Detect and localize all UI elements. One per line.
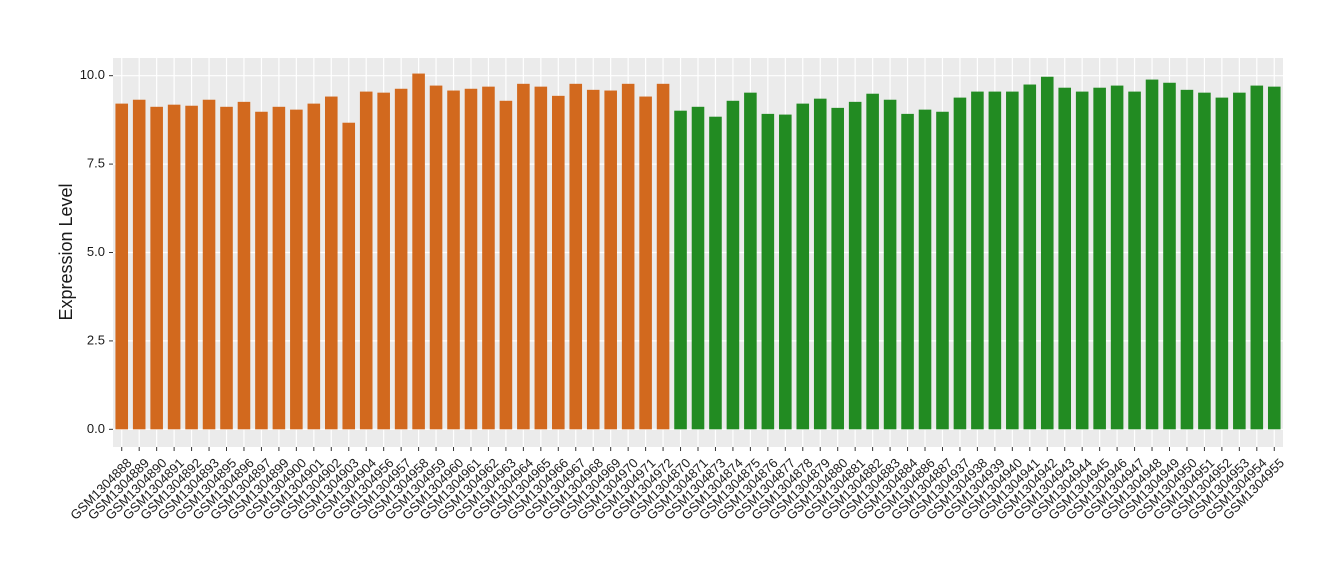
bar	[726, 100, 740, 430]
bar	[237, 101, 251, 430]
bar	[377, 92, 390, 430]
bar	[1198, 92, 1211, 430]
bar	[621, 83, 635, 430]
bar	[1233, 92, 1246, 430]
bar	[464, 88, 478, 430]
bar	[429, 85, 443, 430]
y-tick-label: 7.5	[87, 156, 105, 171]
bar	[150, 106, 163, 430]
bar	[761, 113, 775, 430]
bar	[1128, 91, 1141, 430]
bar	[342, 122, 356, 430]
bar	[1058, 87, 1072, 430]
bar	[552, 95, 565, 430]
bar	[831, 107, 844, 430]
y-axis-title: Expression Level	[56, 183, 76, 320]
bar	[499, 100, 513, 430]
bar	[132, 99, 146, 430]
bar	[709, 116, 722, 430]
bar	[1250, 85, 1264, 430]
bar	[604, 90, 617, 430]
bar	[534, 86, 548, 430]
bar	[1006, 91, 1019, 430]
y-tick-label: 2.5	[87, 332, 105, 347]
bar	[307, 103, 321, 430]
bar	[1023, 84, 1037, 430]
bar	[1093, 87, 1106, 430]
bar	[1267, 86, 1281, 430]
y-tick-label: 5.0	[87, 244, 105, 259]
bar	[1180, 89, 1194, 430]
bar	[1075, 91, 1089, 430]
bar	[1145, 79, 1159, 430]
bar	[324, 96, 338, 430]
bar	[971, 91, 984, 430]
bar	[866, 93, 879, 430]
bar	[115, 103, 129, 430]
bar	[744, 92, 757, 430]
bar	[779, 114, 792, 430]
bar	[359, 91, 373, 430]
bar	[1215, 97, 1229, 430]
bar	[901, 113, 914, 430]
bar	[988, 91, 1002, 430]
bar	[1040, 76, 1054, 430]
bar	[167, 104, 181, 430]
bar	[569, 83, 583, 430]
bar	[796, 103, 810, 430]
y-tick-label: 0.0	[87, 421, 105, 436]
bar	[394, 88, 408, 430]
bar	[656, 83, 670, 430]
bar	[290, 109, 303, 430]
bar	[848, 101, 862, 430]
bar	[639, 96, 652, 430]
bar	[918, 109, 932, 430]
bar	[185, 105, 198, 430]
bar	[272, 106, 286, 430]
bar	[1110, 85, 1124, 430]
bar	[412, 73, 425, 430]
bar	[936, 111, 949, 430]
bar	[517, 83, 530, 430]
bar	[202, 99, 216, 430]
bar	[482, 86, 495, 430]
bar	[447, 90, 460, 430]
bar	[255, 111, 268, 430]
bar	[1163, 82, 1176, 430]
bar	[953, 97, 967, 430]
bar	[813, 98, 827, 430]
bar	[691, 106, 705, 430]
bar	[586, 89, 600, 430]
bar	[883, 99, 897, 430]
bar	[220, 106, 233, 430]
y-tick-label: 10.0	[80, 67, 105, 82]
bar	[674, 110, 687, 430]
